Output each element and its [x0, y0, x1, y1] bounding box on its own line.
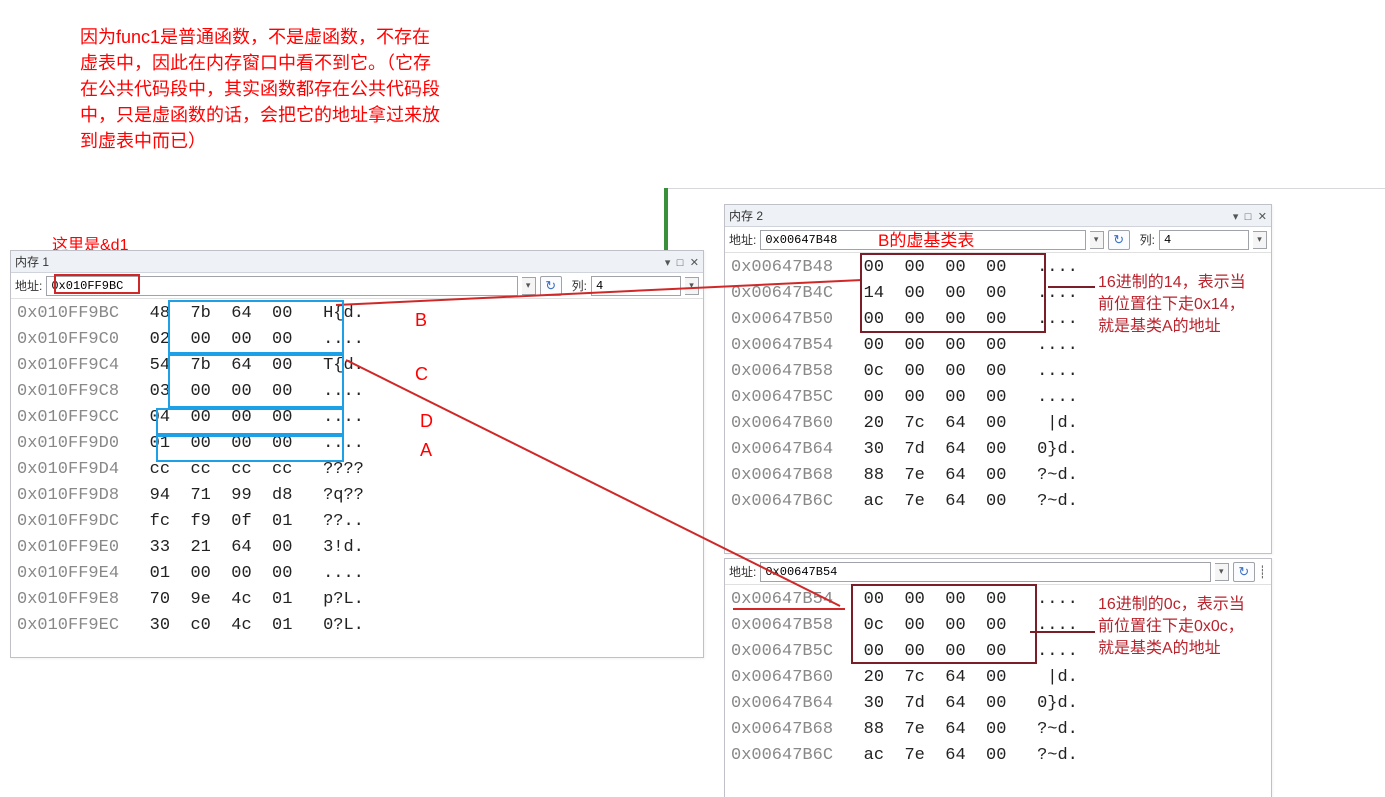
address-label: 地址:	[15, 277, 42, 294]
panel-title: 内存 2	[729, 207, 1230, 224]
columns-label: 列:	[1140, 231, 1155, 248]
hex-row: 0x010FF9C8 03 00 00 00 ....	[17, 379, 697, 405]
anno-line: 前位置往下走0x0c，	[1098, 616, 1245, 638]
columns-label: 列:	[572, 277, 587, 294]
refresh-button[interactable]: ↻	[540, 276, 562, 296]
anno-line: 到虚表中而已）	[80, 128, 440, 154]
hex-row: 0x010FF9C0 02 00 00 00 ....	[17, 327, 697, 353]
hex-row: 0x010FF9E8 70 9e 4c 01 p?L.	[17, 587, 697, 613]
address-input[interactable]	[46, 276, 517, 296]
hex-row: 0x00647B68 88 7e 64 00 ?~d.	[731, 717, 1265, 743]
hex-row: 0x00647B64 30 7d 64 00 0}d.	[731, 437, 1265, 463]
panel-header[interactable]: 内存 2 ▾ □ ✕	[725, 205, 1271, 227]
annotation-b-vbtable: B的虚基类表	[878, 226, 974, 251]
maximize-icon[interactable]: □	[677, 257, 684, 269]
anno-line: 16进制的0c，表示当	[1098, 594, 1245, 616]
annotation-main: 因为func1是普通函数，不是虚函数，不存在 虚表中，因此在内存窗口中看不到它。…	[80, 24, 440, 154]
refresh-button[interactable]: ↻	[1233, 562, 1255, 582]
hex-row: 0x010FF9EC 30 c0 4c 01 0?L.	[17, 613, 697, 639]
close-icon[interactable]: ✕	[1258, 211, 1267, 223]
address-bar: 地址: ▾ ↻ ┊	[725, 559, 1271, 585]
hex-row: 0x010FF9BC 48 7b 64 00 H{d.	[17, 301, 697, 327]
address-label: 地址:	[729, 563, 756, 580]
hex-row: 0x00647B64 30 7d 64 00 0}d.	[731, 691, 1265, 717]
address-dropdown-icon[interactable]: ▾	[1090, 231, 1104, 249]
annotation-right-1: 16进制的14，表示当 前位置往下走0x14， 就是基类A的地址	[1098, 272, 1246, 338]
hex-row: 0x010FF9DC fc f9 0f 01 ??..	[17, 509, 697, 535]
dropdown-icon[interactable]: ▾	[665, 257, 671, 269]
more-icon[interactable]: ┊	[1259, 565, 1267, 579]
maximize-icon[interactable]: □	[1245, 211, 1252, 223]
memory-panel-1: 内存 1 ▾ □ ✕ 地址: ▾ ↻ 列: ▾ 0x010FF9BC 48 7b…	[10, 250, 704, 658]
address-dropdown-icon[interactable]: ▾	[522, 277, 536, 295]
anno-line: 就是基类A的地址	[1098, 638, 1245, 660]
hex-body[interactable]: 0x010FF9BC 48 7b 64 00 H{d.0x010FF9C0 02…	[11, 299, 703, 643]
address-label: 地址:	[729, 231, 756, 248]
panel-title: 内存 1	[15, 253, 662, 270]
hex-row: 0x010FF9E4 01 00 00 00 ....	[17, 561, 697, 587]
hex-row: 0x00647B68 88 7e 64 00 ?~d.	[731, 463, 1265, 489]
marker-D: D	[420, 411, 433, 432]
memory-panel-2: 内存 2 ▾ □ ✕ 地址: ▾ ↻ 列: ▾ 0x00647B48 00 00…	[724, 204, 1272, 554]
hex-row: 0x010FF9CC 04 00 00 00 ....	[17, 405, 697, 431]
annotation-right-2: 16进制的0c，表示当 前位置往下走0x0c， 就是基类A的地址	[1098, 594, 1245, 660]
columns-dropdown-icon[interactable]: ▾	[685, 277, 699, 295]
hex-row: 0x00647B6C ac 7e 64 00 ?~d.	[731, 489, 1265, 515]
address-input[interactable]	[760, 562, 1210, 582]
marker-C: C	[415, 364, 428, 385]
marker-B: B	[415, 310, 427, 331]
address-bar: 地址: ▾ ↻ 列: ▾	[725, 227, 1271, 253]
marker-A: A	[420, 440, 432, 461]
hex-row: 0x00647B58 0c 00 00 00 ....	[731, 359, 1265, 385]
panel-window-controls: ▾ □ ✕	[662, 255, 699, 269]
anno-line: 中，只是虚函数的话，会把它的地址拿过来放	[80, 102, 440, 128]
anno-line: 就是基类A的地址	[1098, 316, 1246, 338]
hex-row: 0x00647B60 20 7c 64 00 |d.	[731, 411, 1265, 437]
panel-header[interactable]: 内存 1 ▾ □ ✕	[11, 251, 703, 273]
anno-line: 虚表中，因此在内存窗口中看不到它。（它存	[80, 50, 440, 76]
address-bar: 地址: ▾ ↻ 列: ▾	[11, 273, 703, 299]
hex-row: 0x010FF9E0 33 21 64 00 3!d.	[17, 535, 697, 561]
hex-row: 0x010FF9D4 cc cc cc cc ????	[17, 457, 697, 483]
anno-line: 因为func1是普通函数，不是虚函数，不存在	[80, 24, 440, 50]
close-icon[interactable]: ✕	[690, 257, 699, 269]
address-dropdown-icon[interactable]: ▾	[1215, 563, 1229, 581]
anno-line: 16进制的14，表示当	[1098, 272, 1246, 294]
panel-window-controls: ▾ □ ✕	[1230, 209, 1267, 223]
anno-line: 在公共代码段中，其实函数都存在公共代码段	[80, 76, 440, 102]
hex-row: 0x010FF9D0 01 00 00 00 ....	[17, 431, 697, 457]
dropdown-icon[interactable]: ▾	[1233, 211, 1239, 223]
hex-row: 0x00647B60 20 7c 64 00 |d.	[731, 665, 1265, 691]
columns-dropdown-icon[interactable]: ▾	[1253, 231, 1267, 249]
hex-row: 0x010FF9C4 54 7b 64 00 T{d.	[17, 353, 697, 379]
columns-input[interactable]	[1159, 230, 1249, 250]
hex-row: 0x010FF9D8 94 71 99 d8 ?q??	[17, 483, 697, 509]
mem3-addr-underline	[733, 608, 845, 610]
hex-row: 0x00647B5C 00 00 00 00 ....	[731, 385, 1265, 411]
columns-input[interactable]	[591, 276, 681, 296]
hex-row: 0x00647B6C ac 7e 64 00 ?~d.	[731, 743, 1265, 769]
anno-line: 前位置往下走0x14，	[1098, 294, 1246, 316]
refresh-button[interactable]: ↻	[1108, 230, 1130, 250]
divider-top	[668, 188, 1385, 189]
